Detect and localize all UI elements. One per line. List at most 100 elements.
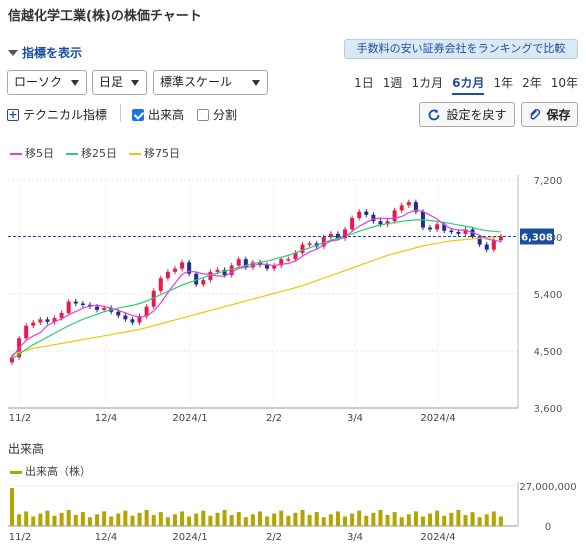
volume-bar: [66, 509, 71, 526]
x-tick-label: 12/4: [95, 413, 117, 424]
volume-bar: [343, 516, 348, 526]
candle-body: [45, 319, 50, 322]
y-tick-label: 7,200: [534, 176, 563, 187]
candle-body: [180, 262, 185, 269]
volume-chart[interactable]: 27,000,000 0 11/2 12/4 2024/1 2/2 3/4 2024/4: [0, 478, 586, 548]
volume-bar: [335, 511, 340, 526]
candle-body: [335, 233, 340, 239]
candle-body: [66, 301, 71, 313]
volume-checkbox[interactable]: 出来高: [132, 106, 184, 123]
candle-body: [343, 229, 348, 239]
volume-bar: [24, 511, 29, 526]
volume-bar: [116, 513, 121, 526]
volume-bar: [442, 515, 447, 526]
save-button[interactable]: 保存: [521, 102, 578, 127]
volume-bar: [357, 510, 362, 526]
volume-bar: [463, 515, 468, 526]
candle-body: [222, 269, 227, 275]
reset-settings-button[interactable]: 設定を戻す: [419, 102, 515, 127]
candle-body: [59, 313, 64, 319]
candle-body: [399, 205, 404, 211]
divider: [120, 104, 121, 122]
interval-select[interactable]: 日足: [92, 70, 147, 95]
candle-body: [208, 271, 213, 281]
candle-body: [477, 237, 482, 245]
volume-bar: [236, 512, 241, 526]
tab-1w[interactable]: 1週: [382, 76, 403, 90]
save-label: 保存: [546, 108, 571, 122]
y-tick-label: 3,600: [534, 404, 563, 415]
volume-bar: [265, 516, 270, 526]
x-tick-label: 2024/1: [172, 413, 207, 424]
plus-icon: +: [7, 107, 19, 121]
ma75-legend-item: 移75日: [129, 145, 180, 161]
candle-body: [491, 240, 496, 250]
candle-body: [52, 318, 57, 322]
candle-body: [371, 214, 376, 222]
x-tick-label: 2024/4: [420, 413, 455, 424]
candle-body: [102, 307, 107, 310]
candle-body: [321, 237, 326, 247]
refresh-icon: [429, 109, 440, 120]
checkbox-icon: [197, 108, 209, 121]
volume-bar: [364, 515, 369, 526]
price-chart[interactable]: 7,2006,3005,4004,5003,60011/212/42024/12…: [0, 165, 586, 435]
tab-10y[interactable]: 10年: [550, 76, 578, 90]
tab-1y[interactable]: 1年: [493, 76, 514, 90]
volume-bar: [31, 516, 36, 526]
chart-type-select[interactable]: ローソク: [7, 70, 87, 95]
volume-bar: [102, 511, 107, 526]
volume-bar: [350, 513, 355, 526]
candle-body: [392, 210, 397, 222]
volume-bar: [428, 513, 433, 526]
candle-body: [406, 202, 411, 206]
ma25-line-icon: [66, 153, 78, 155]
volume-bar: [470, 512, 475, 526]
volume-bar: [87, 517, 92, 526]
candle-body: [456, 231, 461, 234]
volume-bar: [80, 512, 85, 526]
split-label: 分割: [213, 108, 238, 122]
candle-body: [137, 316, 142, 323]
candle-body: [357, 211, 362, 218]
tab-2y[interactable]: 2年: [522, 76, 542, 90]
volume-bar: [328, 514, 333, 526]
volume-tick-label: 27,000,000: [519, 482, 576, 493]
volume-bar: [222, 509, 227, 526]
candle-body: [484, 244, 489, 250]
indicator-toggle[interactable]: 指標を表示: [8, 44, 82, 61]
volume-bar: [165, 517, 170, 526]
candle-body: [158, 278, 163, 291]
candle-body: [350, 218, 355, 230]
candle-body: [95, 306, 100, 310]
volume-title: 出来高: [8, 442, 45, 456]
candle-body: [31, 322, 36, 326]
volume-bar: [300, 509, 305, 526]
volume-bar: [321, 517, 326, 526]
volume-bar: [491, 511, 496, 526]
candle-body: [187, 262, 192, 274]
candle-body: [293, 252, 298, 260]
candle-body: [250, 262, 255, 268]
paperclip-icon: [530, 108, 541, 120]
candle-body: [463, 229, 468, 234]
technical-label: テクニカル指標: [23, 108, 108, 122]
candle-body: [215, 269, 220, 272]
scale-select[interactable]: 標準スケール: [153, 70, 268, 95]
tab-1m[interactable]: 1カ月: [411, 76, 444, 90]
volume-bar: [38, 513, 43, 526]
broker-ranking-button[interactable]: 手数料の安い証券会社をランキングで比較: [344, 39, 578, 59]
volume-bar: [144, 509, 149, 526]
tab-1d[interactable]: 1日: [354, 76, 374, 90]
candle-body: [229, 265, 234, 275]
volume-bar: [385, 515, 390, 526]
x-tick-label: 11/2: [9, 532, 31, 543]
current-price-tag: [520, 228, 554, 245]
volume-bar: [272, 513, 277, 526]
candle-body: [300, 244, 305, 253]
volume-bar: [435, 510, 440, 526]
technical-indicator-option[interactable]: + テクニカル指標: [7, 106, 107, 123]
volume-bar: [293, 512, 298, 526]
split-checkbox[interactable]: 分割: [197, 106, 237, 123]
tab-6m[interactable]: 6カ月: [452, 74, 485, 95]
